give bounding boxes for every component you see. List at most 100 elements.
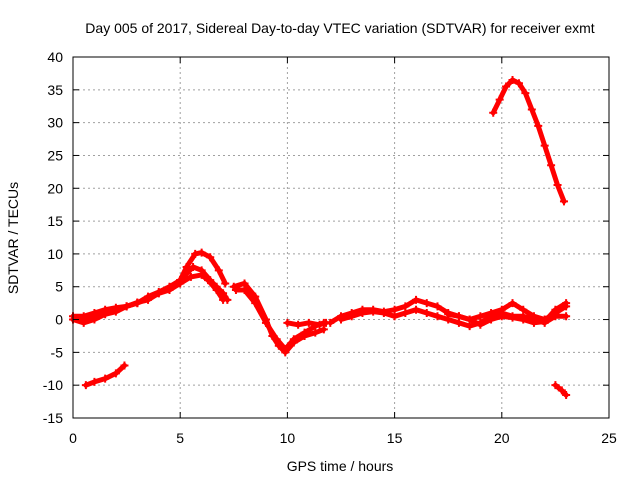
data-point <box>212 286 221 295</box>
data-point <box>433 302 442 311</box>
data-point <box>186 272 195 281</box>
chart-title: Day 005 of 2017, Sidereal Day-to-day VTE… <box>85 20 594 36</box>
data-point <box>401 308 410 317</box>
y-tick-label: 40 <box>47 49 63 65</box>
x-tick-label: 10 <box>280 430 296 446</box>
data-point <box>508 299 517 308</box>
data-point <box>433 312 442 321</box>
data-point <box>559 197 568 206</box>
data-point <box>315 320 324 329</box>
y-tick-label: 20 <box>47 180 63 196</box>
data-point <box>197 248 206 257</box>
data-point <box>221 279 230 288</box>
data-point <box>101 374 110 383</box>
data-point <box>412 305 421 314</box>
data-point <box>358 308 367 317</box>
data-point <box>337 315 345 324</box>
data-point <box>289 335 298 344</box>
x-tick-label: 5 <box>176 430 184 446</box>
x-tick-label: 25 <box>601 430 617 446</box>
y-tick-label: 25 <box>47 147 63 163</box>
data-point <box>154 289 163 298</box>
data-point <box>412 295 421 304</box>
data-point <box>444 310 453 319</box>
data-point <box>261 318 270 327</box>
data-point <box>390 312 399 321</box>
data-point <box>214 266 223 275</box>
x-tick-label: 0 <box>69 430 77 446</box>
series-track-g <box>283 318 330 329</box>
data-point <box>422 299 431 308</box>
series-track-j <box>444 299 571 329</box>
data-point <box>347 312 356 321</box>
series-track <box>338 307 569 329</box>
data-point <box>465 315 474 324</box>
data-point <box>176 279 185 288</box>
data-point <box>111 307 120 316</box>
data-point <box>90 315 99 324</box>
data-point <box>281 345 290 354</box>
data-point <box>487 315 496 324</box>
data-point <box>562 391 571 400</box>
data-point <box>502 82 511 91</box>
data-point <box>120 361 129 370</box>
data-layer <box>69 75 571 400</box>
data-point <box>540 317 549 326</box>
data-point <box>422 308 431 317</box>
data-point <box>191 249 200 258</box>
data-point <box>508 75 517 84</box>
y-tick-label: 15 <box>47 213 63 229</box>
data-point <box>540 141 549 150</box>
data-point <box>379 308 388 317</box>
data-point <box>529 318 538 327</box>
x-tick-label: 20 <box>494 430 510 446</box>
data-point <box>79 318 88 327</box>
data-point <box>283 318 292 327</box>
data-point <box>219 295 228 304</box>
plot-frame <box>72 56 610 419</box>
data-point <box>551 305 560 314</box>
x-axis-title: GPS time / hours <box>287 458 394 474</box>
data-point <box>81 381 90 390</box>
data-point <box>326 318 335 327</box>
data-point <box>562 312 571 321</box>
data-point <box>300 328 309 337</box>
data-point <box>240 286 249 295</box>
data-point <box>369 307 378 316</box>
y-tick-label: -10 <box>43 377 63 393</box>
data-point <box>133 298 142 307</box>
data-point <box>454 312 463 321</box>
y-tick-label: 0 <box>55 312 63 328</box>
data-point <box>272 335 281 344</box>
data-point <box>514 79 523 88</box>
data-point <box>165 286 174 295</box>
data-point <box>206 253 215 262</box>
data-point <box>557 386 566 395</box>
axis-ticks: 0 5 10 15 20 25 -15 -10 -5 0 5 10 15 20 25 30 35 40 <box>43 49 617 446</box>
data-point <box>495 95 504 104</box>
data-point <box>304 318 313 327</box>
data-point <box>489 108 498 117</box>
y-tick-label: 10 <box>47 246 63 262</box>
data-point <box>204 276 213 285</box>
series-track <box>233 287 327 352</box>
series-track <box>70 272 226 326</box>
series-track-d <box>81 361 129 390</box>
y-tick-label: 5 <box>55 279 63 295</box>
data-point <box>534 121 543 130</box>
data-point <box>294 320 303 329</box>
data-point <box>508 313 517 322</box>
y-axis-title: SDTVAR / TECUs <box>5 182 21 294</box>
series-track-l <box>551 381 571 400</box>
data-point <box>562 299 571 308</box>
data-point <box>231 286 240 295</box>
series-track-k <box>489 75 568 206</box>
data-point <box>90 377 99 386</box>
data-point <box>251 299 260 308</box>
y-tick-label: -5 <box>51 344 64 360</box>
data-point <box>476 320 485 329</box>
data-point <box>521 89 530 98</box>
data-point <box>182 263 191 272</box>
